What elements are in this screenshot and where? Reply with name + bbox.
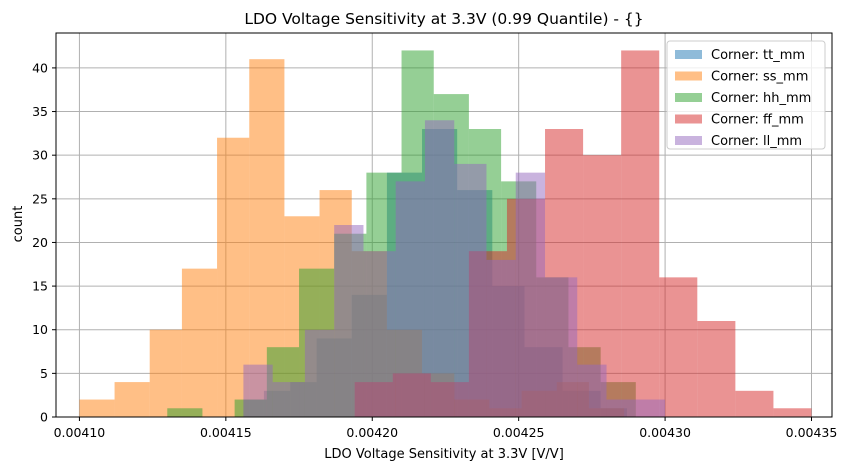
histogram-bar — [272, 382, 305, 417]
x-tick-label: 0.00430 — [639, 425, 691, 440]
histogram-bar — [454, 163, 487, 417]
x-tick-label: 0.00410 — [54, 425, 106, 440]
legend-label: Corner: ll_mm — [711, 134, 802, 149]
x-axis-label: LDO Voltage Sensitivity at 3.3V [V/V] — [324, 447, 564, 462]
histogram-bar — [735, 390, 774, 417]
histogram-bar — [424, 120, 455, 417]
histogram-bar — [606, 399, 636, 417]
histogram-bar — [515, 172, 546, 417]
y-tick-label: 40 — [32, 60, 48, 75]
x-tick-label: 0.00415 — [200, 425, 252, 440]
legend-label: Corner: tt_mm — [711, 48, 805, 63]
legend-swatch — [675, 93, 702, 102]
histogram-bar — [363, 251, 396, 417]
y-tick-label: 15 — [32, 279, 48, 294]
histogram-bar — [659, 277, 698, 417]
histogram-bar — [545, 277, 578, 417]
plot-frame — [55, 32, 833, 418]
y-tick-label: 25 — [32, 191, 48, 206]
x-tick-label: 0.00420 — [346, 425, 398, 440]
bars-layer — [79, 50, 812, 418]
y-tick-label: 5 — [40, 366, 48, 381]
chart-title: LDO Voltage Sensitivity at 3.3V (0.99 Qu… — [244, 10, 643, 28]
y-tick-label: 20 — [32, 235, 48, 250]
legend-label: Corner: ss_mm — [711, 70, 808, 85]
histogram-bar — [334, 225, 364, 417]
histogram-bar — [243, 364, 273, 417]
histogram-bar — [395, 181, 425, 417]
legend-swatch — [675, 71, 702, 81]
legend-box — [666, 40, 826, 150]
histogram-bar — [79, 399, 115, 417]
series-corner-ll-mm — [243, 120, 666, 417]
legend: Corner: tt_mm Corner: ss_mm Corner: hh_mm C… — [666, 40, 826, 150]
y-tick-label: 0 — [40, 410, 48, 425]
histogram-bar — [181, 268, 218, 417]
legend-label: Corner: hh_mm — [711, 91, 811, 106]
histogram-bar — [577, 364, 607, 417]
histogram-bar — [635, 399, 666, 417]
legend-swatch — [675, 136, 702, 145]
histogram-bar — [149, 329, 182, 417]
histogram-bar — [304, 329, 335, 417]
y-tick-label: 30 — [32, 148, 48, 163]
histogram-bar — [114, 382, 150, 417]
y-axis-label: count — [11, 206, 26, 243]
legend-swatch — [675, 114, 702, 124]
histogram-bar — [697, 321, 736, 417]
x-tick-label: 0.00425 — [493, 425, 545, 440]
histogram-bar — [167, 408, 203, 417]
y-tick-label: 10 — [32, 322, 48, 337]
histogram-bar — [621, 50, 660, 418]
histogram-bar — [773, 408, 812, 417]
legend-label: Corner: ff_mm — [711, 113, 804, 128]
y-tick-label: 35 — [32, 104, 48, 119]
axis-ticks: 0.00410 0.00415 0.00420 0.00425 0.00430 0.004… — [32, 60, 837, 440]
x-tick-label: 0.00435 — [786, 425, 838, 440]
legend-swatch — [675, 50, 702, 59]
histogram-bar — [486, 259, 516, 417]
